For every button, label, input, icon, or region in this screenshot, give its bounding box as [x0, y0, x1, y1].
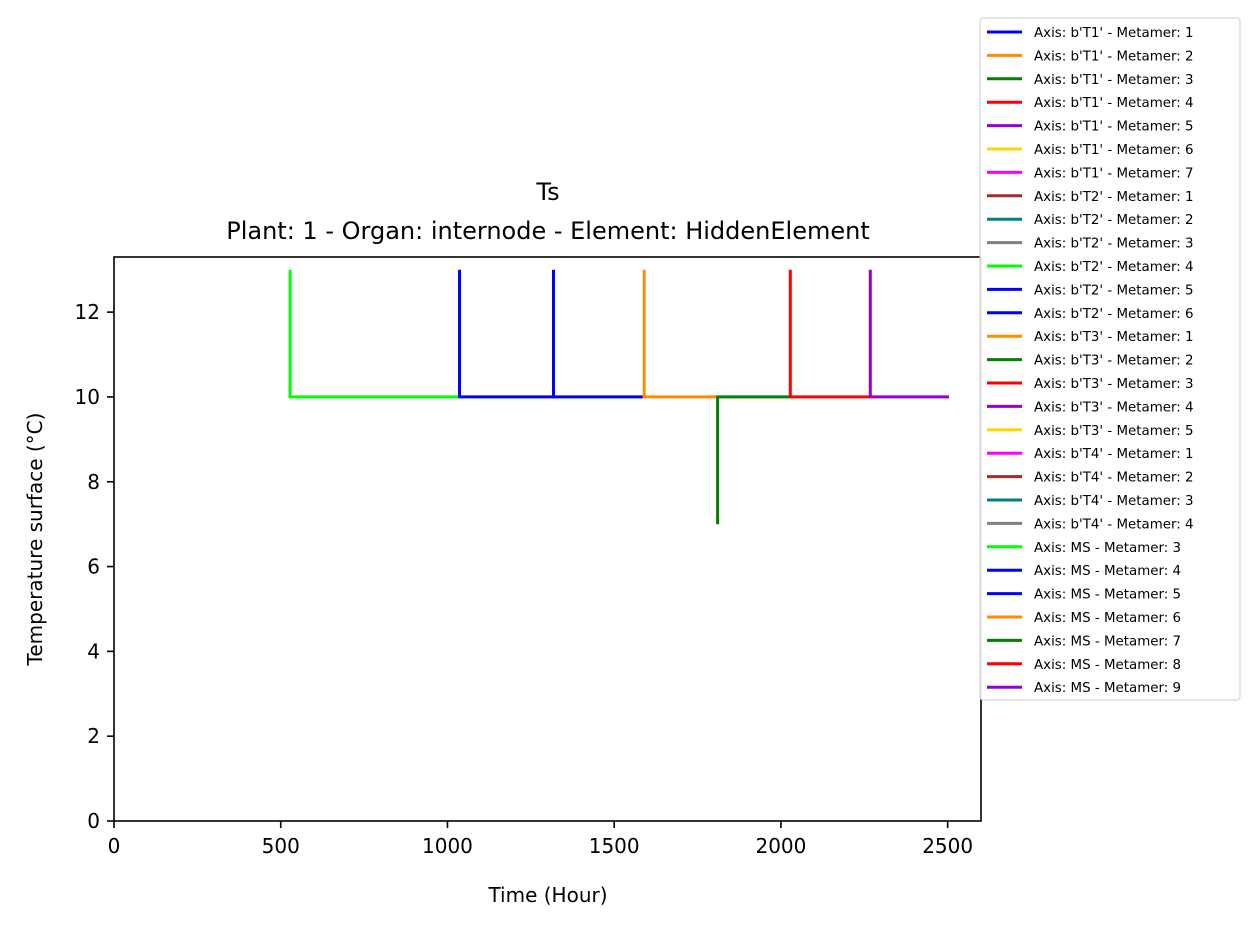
legend: Axis: b'T1' - Metamer: 1 Axis: b'T1' - Me… — [979, 17, 1241, 701]
legend-label: Axis: b'T3' - Metamer: 5 — [1034, 424, 1194, 439]
legend-label: Axis: MS - Metamer: 5 — [1034, 588, 1181, 603]
plot-frame — [113, 256, 982, 822]
series-line — [552, 269, 645, 399]
legend-label: Axis: b'T2' - Metamer: 2 — [1034, 213, 1194, 228]
x-tick-label: 1500 — [589, 834, 640, 858]
x-axis-label: Time (Hour) — [487, 883, 607, 907]
legend-label: Axis: MS - Metamer: 6 — [1034, 611, 1181, 626]
legend-label: Axis: b'T2' - Metamer: 5 — [1034, 283, 1194, 298]
x-tick-label: 2000 — [755, 834, 806, 858]
legend-label: Axis: b'T1' - Metamer: 2 — [1034, 49, 1194, 64]
y-tick-label: 8 — [87, 470, 100, 494]
legend-label: Axis: MS - Metamer: 8 — [1034, 658, 1181, 673]
y-tick-label: 12 — [75, 300, 100, 324]
legend-label: Axis: b'T3' - Metamer: 4 — [1034, 400, 1194, 415]
tick-layer: 0 500 1000 1500 2000 2500 0 2 4 6 8 10 12 — [75, 300, 974, 858]
x-tick-label: 500 — [262, 834, 300, 858]
legend-label: Axis: MS - Metamer: 9 — [1034, 681, 1181, 696]
legend-label: Axis: b'T2' - Metamer: 3 — [1034, 237, 1194, 252]
y-tick-label: 4 — [87, 639, 100, 663]
series-line — [716, 395, 791, 525]
series-line — [458, 269, 554, 399]
legend-label: Axis: b'T3' - Metamer: 2 — [1034, 354, 1194, 369]
legend-label: Axis: b'T2' - Metamer: 1 — [1034, 190, 1194, 205]
x-tick-label: 0 — [108, 834, 121, 858]
x-tick-label: 2500 — [922, 834, 973, 858]
y-axis-label: Temperature surface (°C) — [23, 413, 47, 667]
legend-label: Axis: b'T1' - Metamer: 5 — [1034, 120, 1194, 135]
chart-subtitle: Plant: 1 - Organ: internode - Element: H… — [226, 217, 870, 245]
legend-label: Axis: b'T4' - Metamer: 3 — [1034, 494, 1194, 509]
legend-label: Axis: MS - Metamer: 4 — [1034, 564, 1181, 579]
legend-label: Axis: b'T1' - Metamer: 1 — [1034, 26, 1194, 41]
legend-label: Axis: b'T3' - Metamer: 3 — [1034, 377, 1194, 392]
chart-title: Ts — [535, 178, 559, 206]
legend-frame — [979, 17, 1241, 701]
legend-label: Axis: b'T4' - Metamer: 4 — [1034, 517, 1194, 532]
legend-label: Axis: b'T1' - Metamer: 7 — [1034, 166, 1194, 181]
legend-label: Axis: b'T2' - Metamer: 4 — [1034, 260, 1194, 275]
series-line — [642, 269, 718, 399]
y-tick-label: 6 — [87, 555, 100, 579]
legend-label: Axis: b'T1' - Metamer: 3 — [1034, 73, 1194, 88]
legend-label: Axis: MS - Metamer: 7 — [1034, 634, 1181, 649]
legend-label: Axis: b'T4' - Metamer: 1 — [1034, 447, 1194, 462]
legend-label: Axis: b'T1' - Metamer: 4 — [1034, 96, 1194, 111]
legend-label: Axis: b'T4' - Metamer: 2 — [1034, 471, 1194, 486]
legend-entries: Axis: b'T1' - Metamer: 1 Axis: b'T1' - Me… — [987, 26, 1194, 696]
series-layer — [288, 269, 949, 525]
x-tick-label: 1000 — [422, 834, 473, 858]
y-tick-label: 10 — [75, 385, 100, 409]
y-tick-label: 0 — [87, 809, 100, 833]
legend-label: Axis: b'T2' - Metamer: 6 — [1034, 307, 1194, 322]
legend-label: Axis: MS - Metamer: 3 — [1034, 541, 1181, 556]
series-line — [868, 269, 949, 399]
y-tick-label: 2 — [87, 724, 100, 748]
legend-label: Axis: b'T3' - Metamer: 1 — [1034, 330, 1194, 345]
series-line — [788, 269, 871, 399]
series-line — [288, 269, 459, 399]
legend-label: Axis: b'T1' - Metamer: 6 — [1034, 143, 1194, 158]
